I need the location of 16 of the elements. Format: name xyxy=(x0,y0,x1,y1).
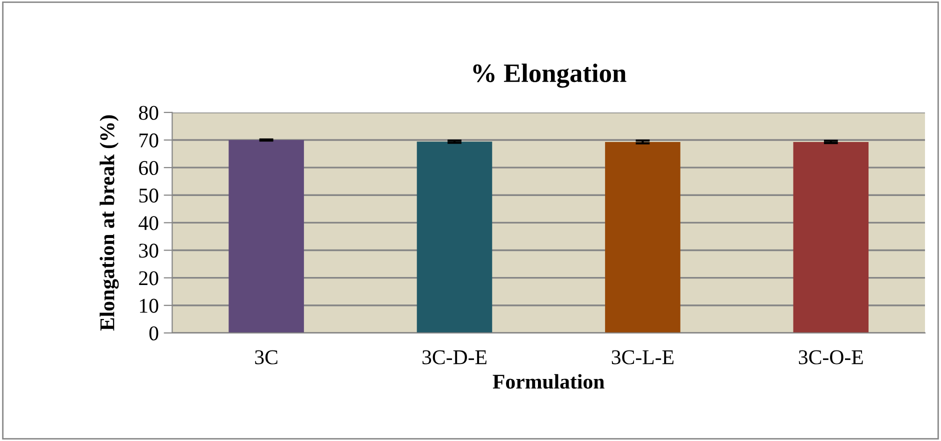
x-tick-label: 3C-L-E xyxy=(612,350,674,364)
chart-title: % Elongation xyxy=(473,64,626,88)
x-axis-title: Formulation xyxy=(492,374,604,389)
y-tick-label: 80 xyxy=(138,106,158,120)
y-tick-label: 20 xyxy=(139,271,158,286)
x-tick-label: 3C-D-E xyxy=(422,350,486,364)
x-tick-label: 3C-O-E xyxy=(798,350,863,364)
y-tick-label: 30 xyxy=(139,244,158,258)
y-tick-label: 10 xyxy=(140,298,158,313)
x-tick-label: 3C xyxy=(255,350,278,364)
y-axis-title: Elongation at break (%) xyxy=(100,115,119,331)
y-tick-label: 40 xyxy=(138,216,158,230)
y-tick-label: 50 xyxy=(139,188,158,203)
y-tick-label: 0 xyxy=(149,326,158,340)
y-tick-label: 60 xyxy=(139,160,158,176)
y-tick-label: 70 xyxy=(140,133,158,148)
